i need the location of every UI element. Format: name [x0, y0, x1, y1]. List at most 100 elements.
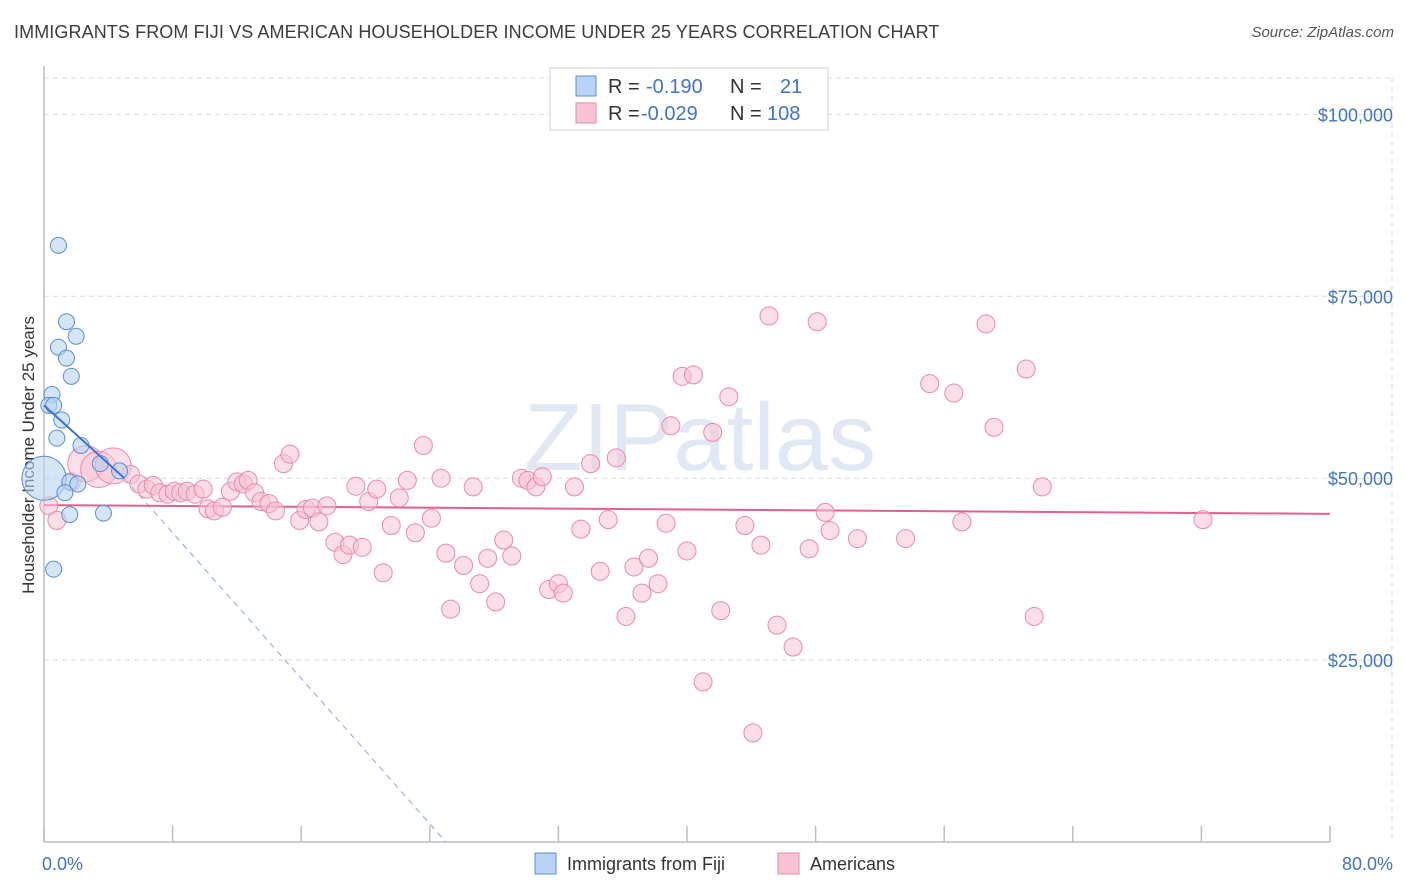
fiji-point: [48, 429, 66, 447]
americans-point: [944, 383, 964, 403]
americans-point: [494, 530, 514, 550]
fiji-point: [45, 560, 63, 578]
americans-point: [661, 416, 681, 436]
legend-americans-r-value: -0.029: [641, 103, 698, 125]
fiji-trend-extension: [124, 477, 447, 843]
americans-point: [693, 672, 713, 692]
fiji-point: [62, 367, 80, 385]
legend-fiji-n-label: N =: [730, 76, 762, 98]
americans-trend-line: [43, 504, 1331, 515]
bottom-legend-fiji-label: Immigrants from Fiji: [567, 854, 725, 874]
legend-americans-n-value: 108: [767, 103, 800, 125]
americans-point: [431, 468, 451, 488]
axes: [43, 66, 1331, 843]
bottom-legend-americans-label: Americans: [810, 854, 895, 874]
americans-point: [212, 497, 232, 517]
americans-point: [564, 477, 584, 497]
grid-lines: [44, 77, 1393, 842]
americans-point: [598, 510, 618, 530]
chart-title: IMMIGRANTS FROM FIJI VS AMERICAN HOUSEHO…: [14, 22, 940, 42]
americans-point: [502, 546, 522, 566]
americans-point: [638, 548, 658, 568]
americans-point: [381, 515, 401, 535]
americans-point: [703, 422, 723, 442]
americans-point: [470, 574, 490, 594]
americans-point: [397, 470, 417, 490]
y-axis-label: Householder Income Under 25 years: [19, 316, 38, 594]
americans-point: [553, 583, 573, 603]
americans-point: [421, 508, 441, 528]
americans-point: [1032, 477, 1052, 497]
fiji-point: [56, 484, 74, 502]
americans-point: [309, 512, 329, 532]
americans-point: [656, 513, 676, 533]
americans-point: [952, 512, 972, 532]
legend-fiji-n-value: 21: [780, 76, 802, 98]
y-tick-labels: $25,000 $50,000 $75,000 $100,000: [1318, 105, 1393, 671]
watermark: ZIPatlas: [524, 384, 876, 491]
americans-point: [751, 535, 771, 555]
fiji-point: [58, 349, 76, 367]
americans-point: [373, 563, 393, 583]
americans-point: [478, 548, 498, 568]
americans-point: [783, 637, 803, 657]
fiji-points: [21, 236, 129, 578]
americans-point: [984, 417, 1004, 437]
americans-point: [436, 543, 456, 563]
fiji-point: [49, 236, 67, 254]
americans-point: [405, 523, 425, 543]
americans-point: [463, 477, 483, 497]
americans-point: [454, 556, 474, 576]
americans-point: [624, 557, 644, 577]
fiji-point: [67, 327, 85, 345]
fiji-point: [94, 504, 112, 522]
americans-point: [367, 479, 387, 499]
y-tick-label: $75,000: [1328, 287, 1393, 307]
x-tick-label: 0.0%: [42, 854, 83, 874]
americans-point: [683, 365, 703, 385]
legend-fiji-r-value: -0.190: [646, 76, 703, 98]
y-tick-label: $50,000: [1328, 469, 1393, 489]
americans-point: [280, 444, 300, 464]
americans-point: [389, 488, 409, 508]
americans-point: [193, 479, 213, 499]
americans-point: [896, 529, 916, 549]
americans-point: [413, 435, 433, 455]
americans-point: [265, 501, 285, 521]
source-label: Source: ZipAtlas.com: [1251, 24, 1394, 41]
americans-point: [799, 539, 819, 559]
americans-point: [532, 467, 552, 487]
x-tick-labels: 0.0% 80.0%: [42, 854, 1393, 874]
americans-point: [719, 387, 739, 407]
legend-americans-n-label: N =: [730, 103, 762, 125]
americans-point: [606, 448, 626, 468]
americans-points: [39, 306, 1213, 743]
americans-point: [486, 592, 506, 612]
fiji-point: [58, 313, 76, 331]
y-tick-label: $25,000: [1328, 651, 1393, 671]
americans-point: [441, 599, 461, 619]
bottom-swatch-americans: [777, 852, 800, 875]
americans-point: [847, 529, 867, 549]
stats-legend: R = -0.190 N = 21 R = -0.029 N = 108: [549, 67, 829, 131]
bottom-swatch-fiji: [534, 852, 557, 875]
americans-point: [820, 521, 840, 541]
legend-fiji-r-label: R =: [608, 76, 640, 98]
americans-point: [759, 306, 779, 326]
americans-point: [571, 519, 591, 539]
americans-point: [976, 314, 996, 334]
fiji-point: [61, 506, 79, 524]
legend-swatch-fiji: [575, 75, 597, 97]
americans-point: [648, 574, 668, 594]
fiji-point: [45, 396, 63, 414]
americans-point: [743, 723, 763, 743]
americans-point: [352, 537, 372, 557]
fiji-trend-line: [43, 404, 126, 479]
americans-point: [711, 601, 731, 621]
fiji-point: [69, 475, 87, 493]
americans-point: [735, 515, 755, 535]
legend-swatch-americans: [575, 102, 597, 124]
americans-point: [807, 312, 827, 332]
americans-point: [1016, 359, 1036, 379]
